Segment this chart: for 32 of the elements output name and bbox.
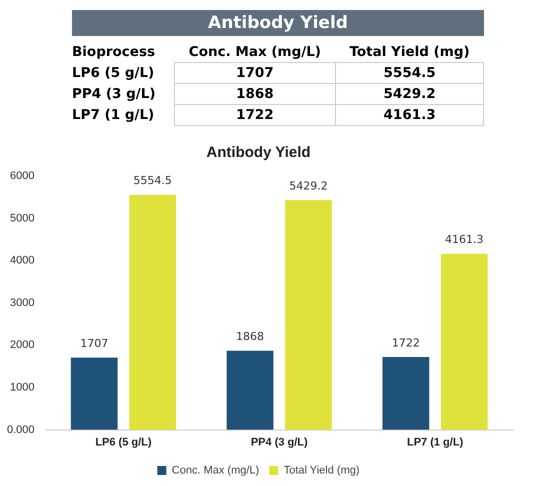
category-label: PP4 (3 g/L) <box>72 86 156 102</box>
text: 5554.5 <box>336 62 484 84</box>
text: 1722 <box>174 104 336 126</box>
data-label: 5554.5 <box>133 174 172 188</box>
x-tick-label: LP7 (1 g/L) <box>406 436 464 448</box>
data-label: 4161.3 <box>445 233 484 246</box>
y-tick-label: 4000 <box>10 254 35 267</box>
text: 1868 <box>174 84 336 104</box>
text: 4161.3 <box>336 104 484 126</box>
category-label: LP6 (5 g/L) <box>72 65 154 81</box>
data-label: 1722 <box>392 336 420 350</box>
text: 1707 <box>174 62 336 84</box>
data-label: 1707 <box>80 336 108 350</box>
chart-title: Antibody Yield <box>208 13 348 33</box>
text: Conc. Max (mg/L) <box>188 44 321 60</box>
y-tick-label: 5000 <box>10 212 35 224</box>
legend-label: Total Yield (mg) <box>284 464 360 477</box>
text: 5429.2 <box>336 84 484 104</box>
y-tick-label: 3000 <box>10 296 35 309</box>
text: Bioprocess <box>71 43 156 62</box>
y-tick-label: 6000 <box>10 170 35 182</box>
data-label: 5429.2 <box>289 180 328 193</box>
legend-label: Conc. Max (mg/L) <box>172 464 260 477</box>
chart-title: Antibody Yield <box>206 144 311 162</box>
data-label: 1868 <box>236 330 264 344</box>
x-tick-label: PP4 (3 g/L) <box>250 436 308 448</box>
category-label: LP7 (1 g/L) <box>72 107 154 123</box>
text: Total Yield (mg) <box>349 44 470 60</box>
y-tick-label: 2000 <box>10 339 35 352</box>
y-tick-label: 1000 <box>10 382 35 394</box>
y-tick-label: 0.000 <box>6 424 35 436</box>
x-tick-label: LP6 (5 g/L) <box>95 436 152 448</box>
